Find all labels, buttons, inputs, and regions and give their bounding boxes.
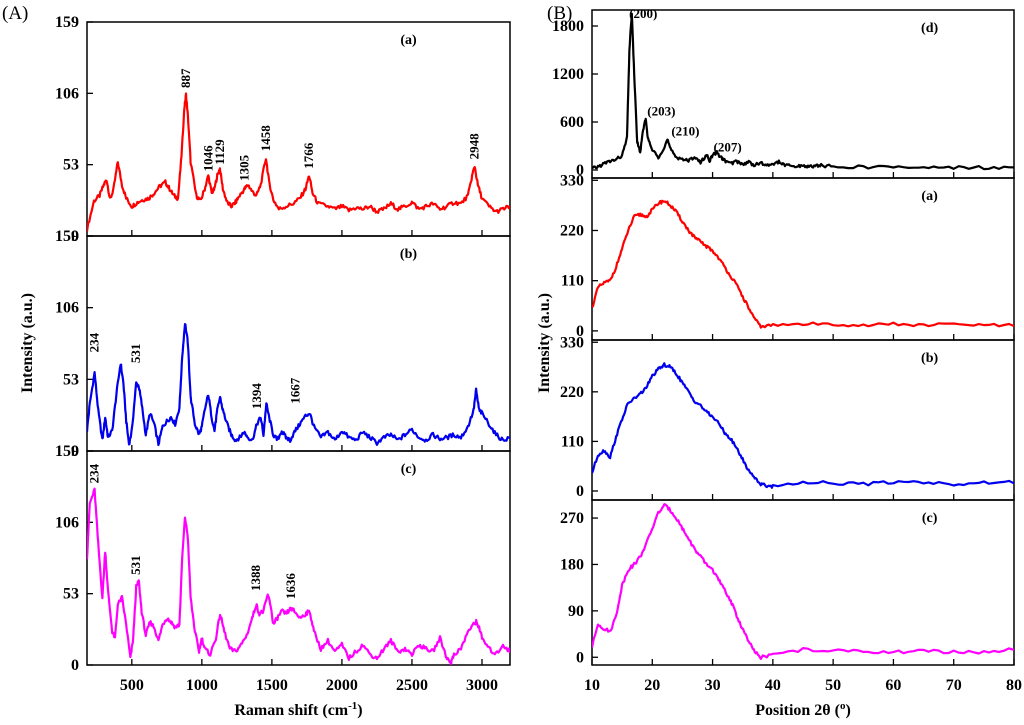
y-tick-label: 53 xyxy=(63,157,79,174)
y-tick-label: 600 xyxy=(560,114,584,131)
panel-d: 0 600 1200 1800 (d) (200) (203) (210) (207) xyxy=(552,6,1015,179)
y-tick-label: 0 xyxy=(576,323,584,340)
panel-b: 0 110 220 330 (b) xyxy=(560,334,1015,501)
panel-label: (b) xyxy=(400,247,417,262)
peak-label: 1129 xyxy=(212,139,227,165)
panel-a: 0 110 220 330 (a) xyxy=(560,172,1015,341)
panel-c: 0 90 180 270 (c) xyxy=(560,499,1015,666)
y-tick-label: 0 xyxy=(576,483,584,500)
peak-label: 531 xyxy=(128,344,143,364)
y-tick-label: 106 xyxy=(55,85,79,102)
y-axis-title: Intensity (a.u.) xyxy=(536,293,553,393)
x-tick-label: 2000 xyxy=(326,677,358,694)
y-tick-label: 1200 xyxy=(552,66,584,83)
series-line xyxy=(87,487,510,665)
y-tick-label: 0 xyxy=(576,162,584,179)
peak-label: 234 xyxy=(87,463,102,483)
peak-label: 2948 xyxy=(467,133,482,160)
panel-label: (c) xyxy=(401,462,417,477)
panel-label: (a) xyxy=(400,33,417,48)
peak-label: 1394 xyxy=(249,383,264,410)
y-tick-label: 330 xyxy=(560,334,584,351)
x-tick-label: 30 xyxy=(705,677,721,694)
y-tick-label: 159 xyxy=(55,228,79,245)
series-line xyxy=(592,503,1014,660)
y-tick-label: 270 xyxy=(560,510,584,527)
peak-label: 1766 xyxy=(301,142,316,169)
y-axis-title: Intensity (a.u.) xyxy=(19,293,36,393)
series-line xyxy=(592,12,1014,171)
panel-frame xyxy=(86,450,511,666)
y-tick-label: 106 xyxy=(55,300,79,317)
panel-c: 0 53 106 159 (c) 234 531 1388 1636 xyxy=(55,443,511,674)
panel-frame xyxy=(86,21,511,237)
x-axis-title: Raman shift (cm-1) xyxy=(234,700,362,719)
peak-label: (207) xyxy=(714,140,742,155)
peak-label: 1305 xyxy=(237,154,252,181)
peak-label: 887 xyxy=(178,68,193,88)
peak-label: 1046 xyxy=(200,145,215,172)
y-tick-label: 159 xyxy=(55,14,79,31)
panel-frame xyxy=(591,499,1015,666)
figure-label: (A) xyxy=(2,3,28,24)
peak-label: 531 xyxy=(128,555,143,575)
y-tick-label: 110 xyxy=(561,433,584,450)
y-tick-label: 0 xyxy=(576,649,584,666)
panel-frame xyxy=(591,339,1015,501)
y-tick-label: 220 xyxy=(560,384,584,401)
panel-label: (b) xyxy=(921,351,938,366)
y-tick-label: 220 xyxy=(560,222,584,239)
y-tick-label: 0 xyxy=(71,228,79,245)
x-tick-label: 60 xyxy=(885,677,901,694)
peak-label: 1667 xyxy=(287,377,302,404)
x-tick-label: 10 xyxy=(584,677,600,694)
x-tick-label: 40 xyxy=(765,677,781,694)
x-tick-label: 50 xyxy=(825,677,841,694)
series-line xyxy=(592,362,1014,489)
figure-label: (B) xyxy=(547,3,572,24)
y-tick-label: 1800 xyxy=(552,18,584,35)
panel-label: (c) xyxy=(922,511,938,526)
y-tick-label: 0 xyxy=(71,657,79,674)
panel-b: 0 53 106 159 (b) 234 531 1394 1667 xyxy=(55,228,511,460)
peak-label: (210) xyxy=(671,124,699,139)
y-tick-label: 53 xyxy=(63,371,79,388)
y-tick-label: 330 xyxy=(560,172,584,189)
peak-label: (203) xyxy=(647,104,675,119)
y-tick-label: 180 xyxy=(560,556,584,573)
y-tick-label: 110 xyxy=(561,273,584,290)
y-tick-label: 0 xyxy=(71,443,79,460)
x-tick-label: 1000 xyxy=(186,677,218,694)
x-tick-label: 1500 xyxy=(256,677,288,694)
x-tick-label: 3000 xyxy=(466,677,498,694)
y-tick-label: 53 xyxy=(63,586,79,603)
y-tick-label: 159 xyxy=(55,443,79,460)
y-tick-label: 90 xyxy=(568,603,584,620)
y-tick-label: 106 xyxy=(55,514,79,531)
series-line xyxy=(87,323,510,447)
series-line xyxy=(592,199,1014,329)
series-line xyxy=(87,92,510,232)
x-tick-label: 500 xyxy=(120,677,144,694)
peak-label: 1458 xyxy=(258,125,273,152)
panel-frame xyxy=(591,177,1015,341)
x-tick-label: 20 xyxy=(644,677,660,694)
peak-label: 1388 xyxy=(248,565,263,592)
peak-label: (200) xyxy=(629,6,657,21)
panel-label: (a) xyxy=(921,189,938,204)
x-axis-title: Position 2θ (o) xyxy=(755,700,851,719)
x-tick-label: 2500 xyxy=(396,677,428,694)
panel-label: (d) xyxy=(921,21,938,36)
peak-label: 1636 xyxy=(283,573,298,600)
peak-label: 234 xyxy=(87,332,102,352)
panel-frame xyxy=(86,235,511,452)
x-tick-label: 70 xyxy=(946,677,962,694)
x-tick-label: 80 xyxy=(1006,677,1022,694)
